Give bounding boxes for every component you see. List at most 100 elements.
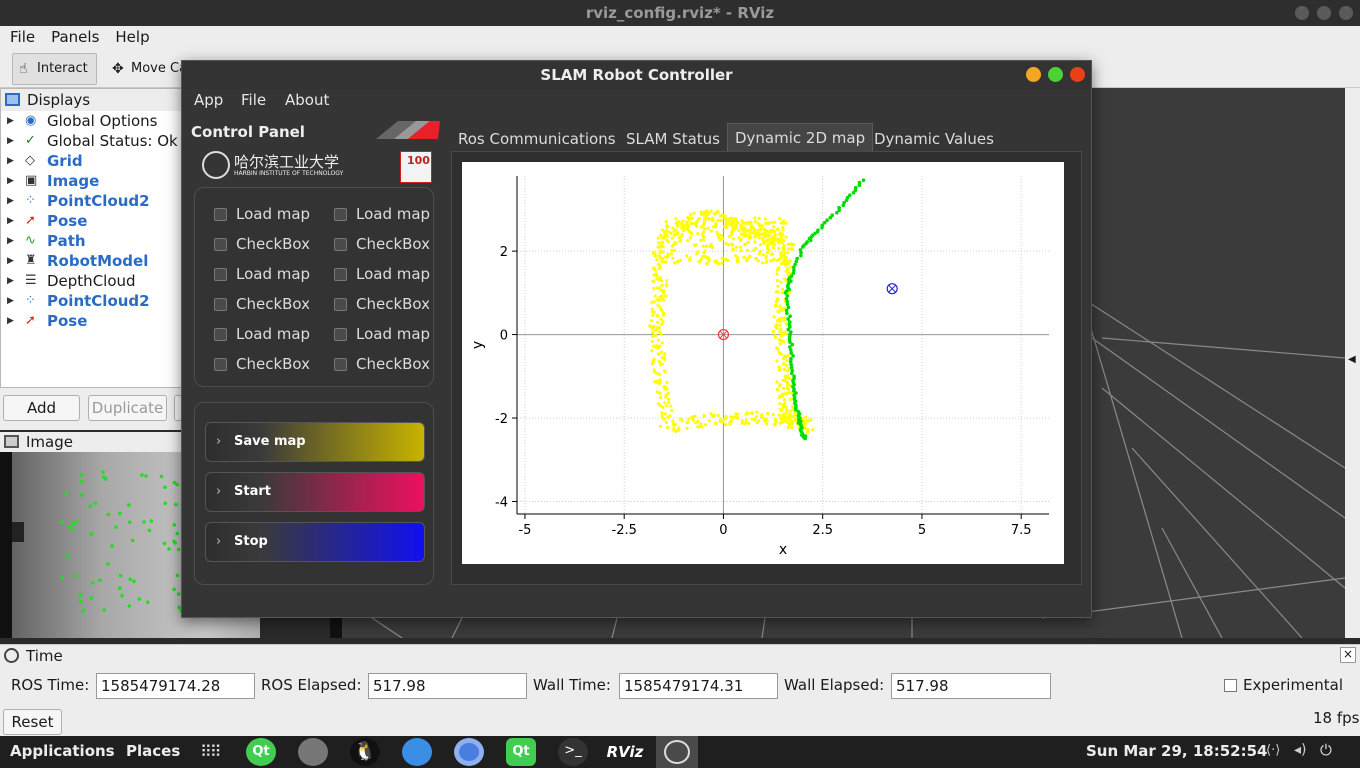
checkbox-box[interactable]: [214, 298, 227, 311]
menu-file[interactable]: File: [10, 28, 36, 46]
checkbox-box[interactable]: [334, 328, 347, 341]
network-icon[interactable]: ⟨·⟩: [1266, 743, 1281, 758]
wall-time-field[interactable]: 1585479174.31: [619, 673, 778, 699]
close-icon[interactable]: ×: [1340, 647, 1356, 663]
move-camera-tool-button[interactable]: ✥ Move Ca: [106, 53, 196, 85]
power-icon[interactable]: ⏻: [1320, 741, 1332, 759]
checkbox-box[interactable]: [214, 268, 227, 281]
interact-tool-button[interactable]: ☝ Interact: [12, 53, 97, 85]
rviz-icon[interactable]: RViz: [606, 743, 644, 761]
map-point: [714, 225, 718, 229]
expand-arrow-icon[interactable]: ▶: [7, 236, 14, 246]
option-checkbox[interactable]: CheckBox: [201, 349, 310, 379]
display-item[interactable]: ▶ ∿ Path: [1, 231, 181, 251]
reset-button[interactable]: Reset: [3, 709, 62, 735]
option-checkbox[interactable]: Load map: [321, 319, 430, 349]
checkbox-box[interactable]: [334, 238, 347, 251]
option-checkbox[interactable]: Load map: [201, 319, 310, 349]
option-checkbox[interactable]: CheckBox: [201, 289, 310, 319]
option-checkbox[interactable]: Load map: [201, 259, 310, 289]
display-item[interactable]: ▶ ☰ DepthCloud: [1, 271, 181, 291]
expand-arrow-icon[interactable]: ▶: [7, 296, 14, 306]
app-grid-icon[interactable]: ⠿⠿: [200, 742, 221, 761]
dynamic-2d-map-plot[interactable]: -5 -2.5 0 2.5 5 7.5 -4 -2 0 2 x y: [462, 162, 1064, 564]
expand-arrow-icon[interactable]: ▶: [7, 136, 14, 146]
ros-elapsed-field[interactable]: 517.98: [368, 673, 527, 699]
display-item[interactable]: ▶ ➚ Pose: [1, 211, 181, 231]
slam-app-icon[interactable]: [656, 736, 698, 768]
save-map-button[interactable]: › Save map: [205, 422, 425, 462]
chromium-icon[interactable]: [454, 738, 484, 766]
checkbox-box[interactable]: [214, 208, 227, 221]
tab-slam-status[interactable]: SLAM Status: [626, 130, 720, 148]
checkbox-box[interactable]: [214, 238, 227, 251]
option-checkbox[interactable]: CheckBox: [321, 229, 430, 259]
expand-arrow-icon[interactable]: ▶: [7, 156, 14, 166]
menu-help[interactable]: Help: [115, 28, 150, 46]
wall-elapsed-field[interactable]: 517.98: [891, 673, 1051, 699]
menu-panels[interactable]: Panels: [51, 28, 100, 46]
slam-menu-about[interactable]: About: [285, 91, 330, 109]
add-button[interactable]: Add: [3, 395, 80, 421]
ros-time-field[interactable]: 1585479174.28: [96, 673, 255, 699]
checkbox-box[interactable]: [334, 268, 347, 281]
tab-dynamic-2d-map[interactable]: Dynamic 2D map: [727, 123, 874, 153]
checkbox-box[interactable]: [214, 328, 227, 341]
maximize-button[interactable]: [1317, 6, 1331, 20]
expand-arrow-icon[interactable]: ▶: [7, 116, 14, 126]
display-item[interactable]: ▶ ♜ RobotModel: [1, 251, 181, 271]
qt-designer-icon[interactable]: Qt: [506, 738, 536, 766]
display-item[interactable]: ▶ ▣ Image: [1, 171, 181, 191]
option-checkbox[interactable]: CheckBox: [321, 289, 430, 319]
expand-arrow-icon[interactable]: ▶: [7, 176, 14, 186]
slam-menu-app[interactable]: App: [194, 91, 224, 109]
map-point: [743, 421, 747, 425]
qt-creator-icon[interactable]: Qt: [246, 738, 276, 766]
stop-button[interactable]: › Stop: [205, 522, 425, 562]
qq-penguin-icon[interactable]: 🐧: [350, 738, 380, 766]
places-menu[interactable]: Places: [126, 742, 181, 760]
slam-minimize-button[interactable]: [1026, 67, 1041, 82]
expand-arrow-icon[interactable]: ▶: [7, 276, 14, 286]
checkbox-box[interactable]: [334, 298, 347, 311]
applications-menu[interactable]: Applications: [10, 742, 115, 760]
slam-menu-file[interactable]: File: [241, 91, 267, 109]
expand-arrow-icon[interactable]: ▶: [7, 316, 14, 326]
map-point: [665, 380, 669, 384]
map-point: [709, 229, 713, 233]
experimental-checkbox[interactable]: [1224, 679, 1237, 692]
views-panel-collapsed[interactable]: ◀: [1345, 88, 1360, 638]
tab-dynamic-values[interactable]: Dynamic Values: [874, 130, 994, 148]
minimize-button[interactable]: [1295, 6, 1309, 20]
volume-icon[interactable]: ◂): [1294, 742, 1307, 758]
terminal-icon[interactable]: >_: [558, 738, 588, 766]
checkbox-box[interactable]: [334, 208, 347, 221]
expand-arrow-icon[interactable]: ▶: [7, 196, 14, 206]
display-item[interactable]: ▶ ➚ Pose: [1, 311, 181, 331]
display-item[interactable]: ▶ ✓ Global Status: Ok: [1, 131, 181, 151]
display-item[interactable]: ▶ ◉ Global Options: [1, 111, 181, 131]
checkbox-box[interactable]: [334, 358, 347, 371]
option-checkbox[interactable]: Load map: [201, 199, 310, 229]
close-button[interactable]: [1339, 6, 1353, 20]
option-checkbox[interactable]: Load map: [321, 259, 430, 289]
slam-close-button[interactable]: [1070, 67, 1085, 82]
map-point: [764, 256, 768, 260]
display-item[interactable]: ▶ ⁘ PointCloud2: [1, 191, 181, 211]
expand-arrow-icon[interactable]: ▶: [7, 256, 14, 266]
slam-maximize-button[interactable]: [1048, 67, 1063, 82]
map-point: [678, 417, 682, 421]
settings-gear-icon[interactable]: [298, 738, 328, 766]
option-checkbox[interactable]: CheckBox: [321, 349, 430, 379]
option-checkbox[interactable]: CheckBox: [201, 229, 310, 259]
display-item[interactable]: ▶ ⁘ PointCloud2: [1, 291, 181, 311]
display-item[interactable]: ▶ ◇ Grid: [1, 151, 181, 171]
start-button[interactable]: › Start: [205, 472, 425, 512]
expand-arrow-icon[interactable]: ▶: [7, 216, 14, 226]
duplicate-button[interactable]: Duplicate: [88, 395, 167, 421]
finder-icon[interactable]: [402, 738, 432, 766]
checkbox-box[interactable]: [214, 358, 227, 371]
option-checkbox[interactable]: Load map: [321, 199, 430, 229]
map-point: [652, 300, 656, 304]
tab-ros-communications[interactable]: Ros Communications: [458, 130, 616, 148]
